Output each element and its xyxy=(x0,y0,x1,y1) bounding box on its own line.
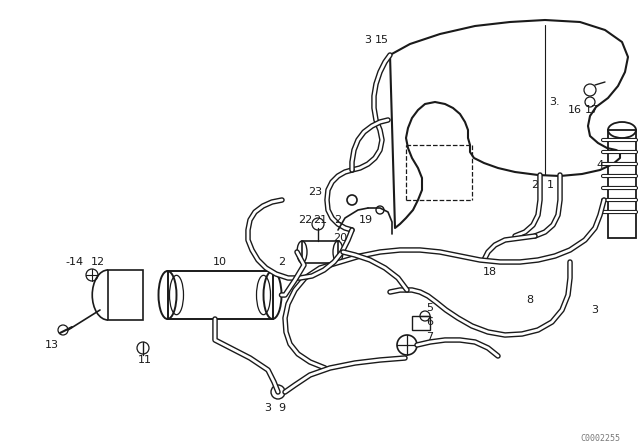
Text: 2: 2 xyxy=(335,215,342,225)
Text: 13: 13 xyxy=(45,340,59,350)
Text: 15: 15 xyxy=(375,35,389,45)
Text: 12: 12 xyxy=(91,257,105,267)
Text: 3: 3 xyxy=(365,35,371,45)
Text: 4: 4 xyxy=(596,160,604,170)
Bar xyxy=(108,270,143,320)
Text: 22: 22 xyxy=(298,215,312,225)
Text: 2: 2 xyxy=(531,180,539,190)
Text: 2: 2 xyxy=(278,257,285,267)
Text: 3: 3 xyxy=(591,305,598,315)
Text: 3: 3 xyxy=(264,403,271,413)
Text: 7: 7 xyxy=(426,332,433,342)
Text: -14: -14 xyxy=(66,257,84,267)
Text: 1: 1 xyxy=(547,180,554,190)
Text: 8: 8 xyxy=(527,295,534,305)
Text: 6: 6 xyxy=(426,317,433,327)
Text: 3.: 3. xyxy=(549,97,560,107)
Text: 16: 16 xyxy=(568,105,582,115)
Text: 11: 11 xyxy=(138,355,152,365)
Text: 18: 18 xyxy=(483,267,497,277)
Text: 5: 5 xyxy=(426,303,433,313)
Bar xyxy=(608,130,636,238)
Text: C0002255: C0002255 xyxy=(580,434,620,443)
Text: 20: 20 xyxy=(333,233,347,243)
Text: 23: 23 xyxy=(308,187,322,197)
Bar xyxy=(168,271,273,319)
Text: 19: 19 xyxy=(359,215,373,225)
Text: 21: 21 xyxy=(313,215,327,225)
Text: 9: 9 xyxy=(278,403,285,413)
Bar xyxy=(302,241,338,263)
Bar xyxy=(412,316,430,330)
Text: 17: 17 xyxy=(585,105,599,115)
Text: 10: 10 xyxy=(213,257,227,267)
